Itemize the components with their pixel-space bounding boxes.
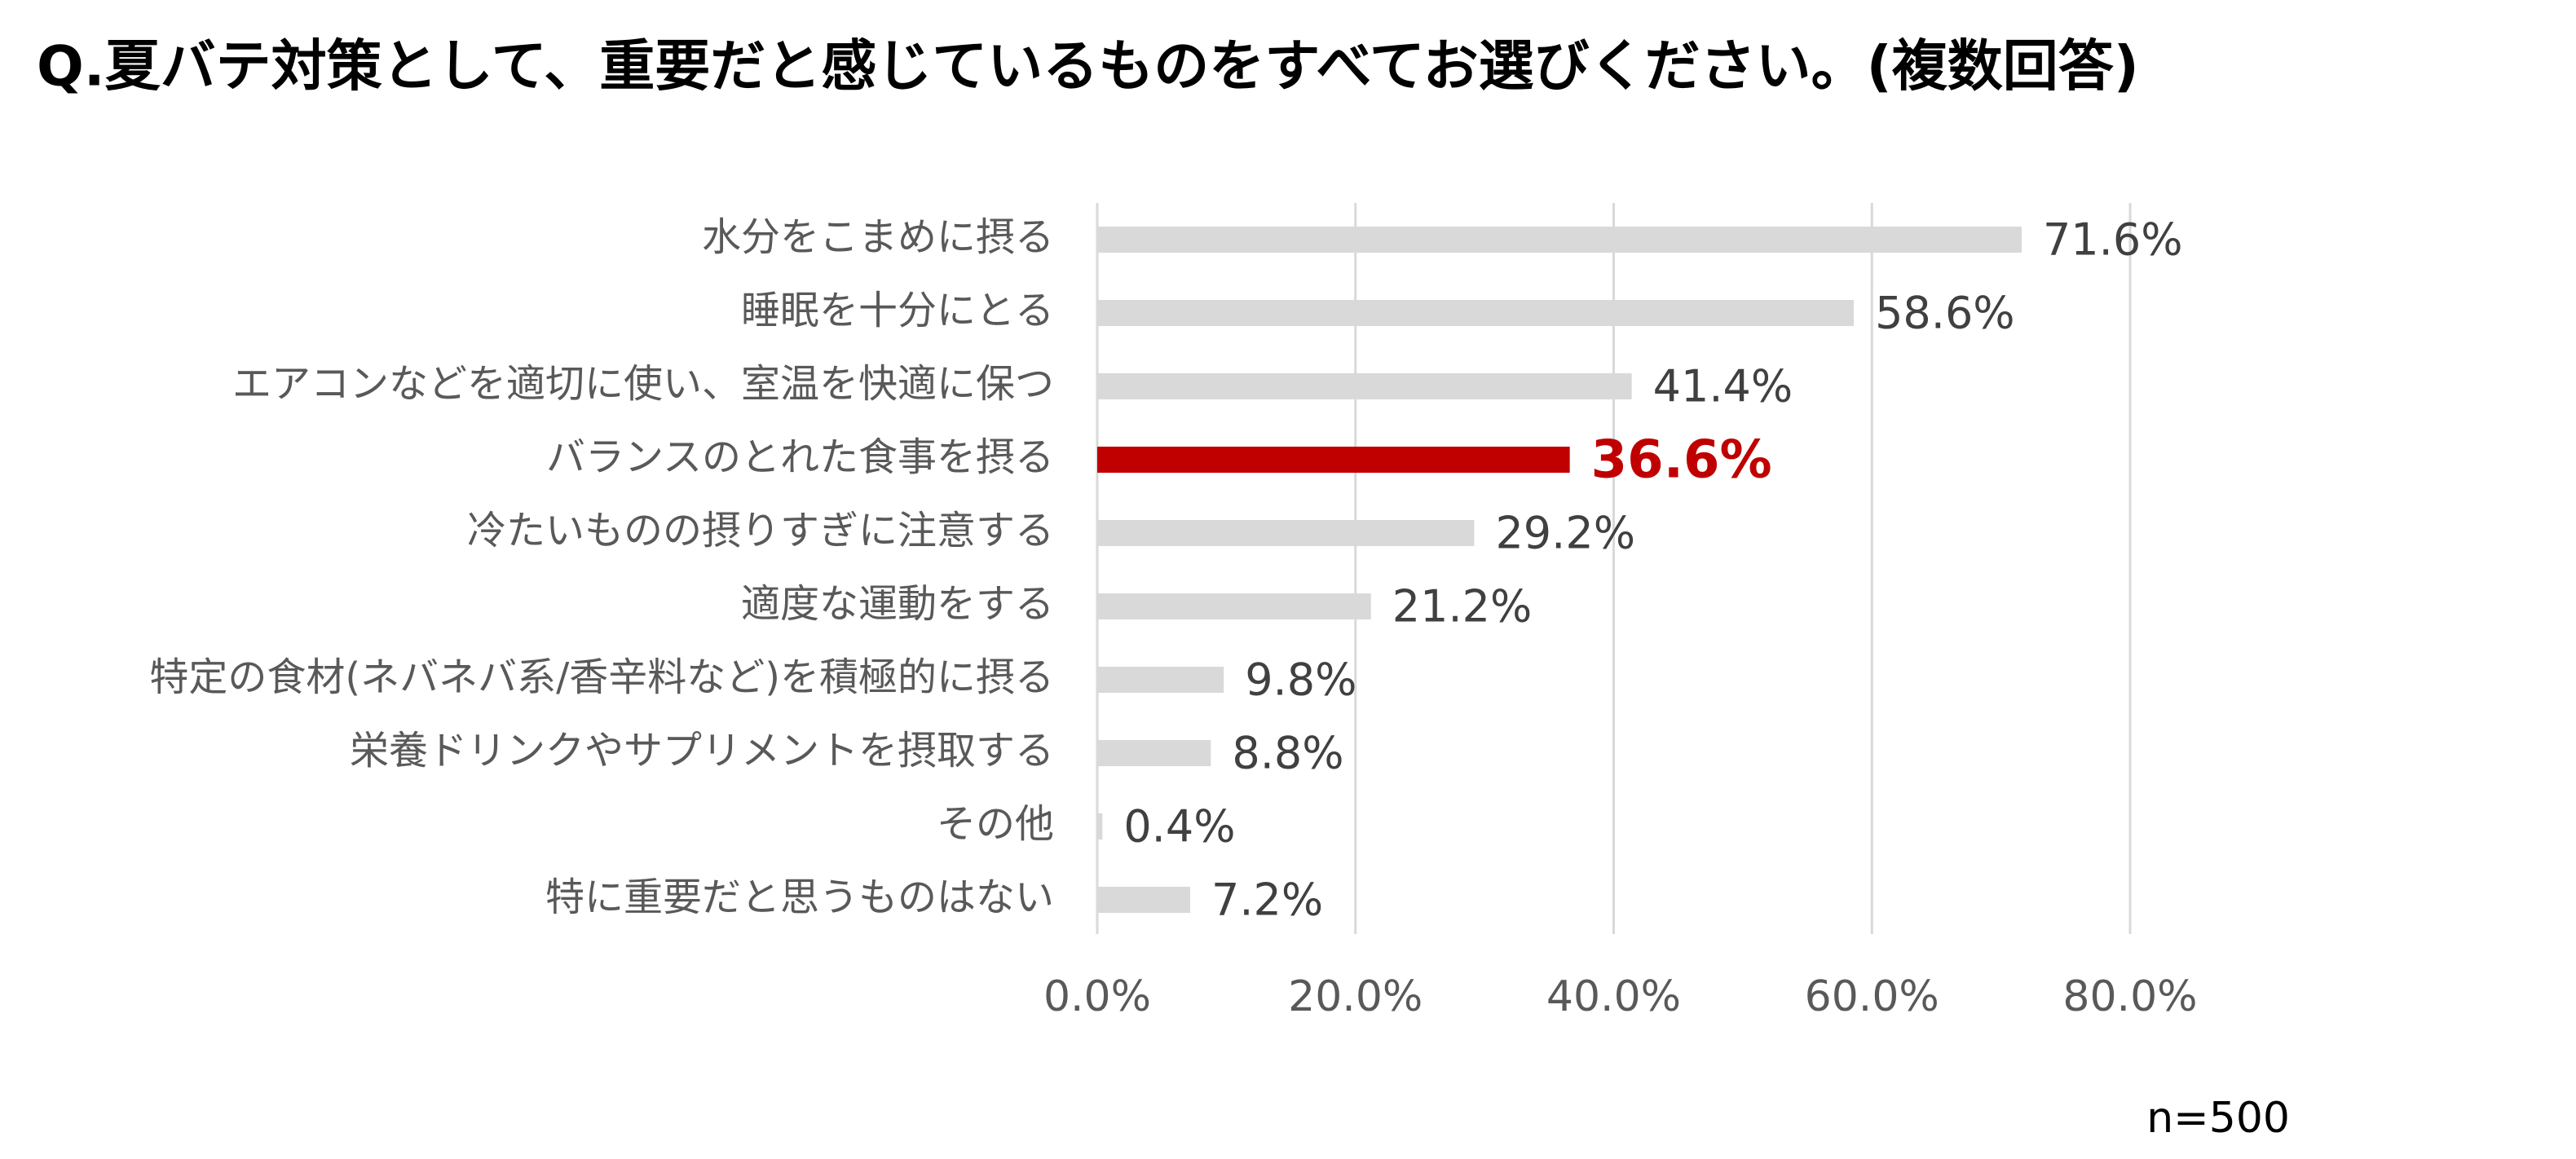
category-label: 水分をこまめに摂る xyxy=(702,214,1054,260)
bar xyxy=(1097,227,2022,253)
value-label: 8.8% xyxy=(1232,728,1343,779)
bar xyxy=(1097,447,1570,473)
category-label: 栄養ドリンクやサプリメントを摂取する xyxy=(350,728,1054,773)
value-label: 9.8% xyxy=(1245,654,1356,706)
sample-size: n=500 xyxy=(2146,1094,2290,1143)
x-tick-label: 0.0% xyxy=(1043,972,1151,1021)
x-tick-label: 80.0% xyxy=(2062,972,2197,1021)
category-label: その他 xyxy=(937,801,1054,847)
value-label: 29.2% xyxy=(1495,508,1635,559)
value-label: 7.2% xyxy=(1211,875,1323,926)
category-label: エアコンなどを適切に使い、室温を快適に保つ xyxy=(232,361,1054,407)
value-label: 0.4% xyxy=(1123,801,1235,853)
x-tick-label: 60.0% xyxy=(1805,972,1939,1021)
x-tick-label: 40.0% xyxy=(1546,972,1681,1021)
bar xyxy=(1097,520,1475,546)
bar xyxy=(1097,373,1632,399)
value-label: 41.4% xyxy=(1653,361,1793,412)
value-label: 36.6% xyxy=(1591,430,1772,491)
value-label: 58.6% xyxy=(1875,288,2015,339)
category-label: バランスのとれた食事を摂る xyxy=(546,434,1054,480)
bar xyxy=(1097,300,1855,326)
bar xyxy=(1097,813,1103,840)
bar xyxy=(1097,740,1211,766)
category-label: 冷たいものの摂りすぎに注意する xyxy=(467,508,1054,553)
value-label: 21.2% xyxy=(1392,581,1533,632)
bar xyxy=(1097,593,1371,619)
bar xyxy=(1097,887,1191,913)
value-label: 71.6% xyxy=(2043,214,2183,266)
category-label: 特定の食材(ネバネバ系/香辛料など)を積極的に摂る xyxy=(149,654,1054,700)
x-tick-label: 20.0% xyxy=(1288,972,1423,1021)
category-label: 睡眠を十分にとる xyxy=(741,288,1054,333)
bar xyxy=(1097,667,1224,693)
category-label: 特に重要だと思うものはない xyxy=(545,875,1054,920)
chart-title: Q.夏バテ対策として、重要だと感じているものをすべてお選びください。(複数回答) xyxy=(37,35,2139,99)
category-label: 適度な運動をする xyxy=(741,581,1054,627)
